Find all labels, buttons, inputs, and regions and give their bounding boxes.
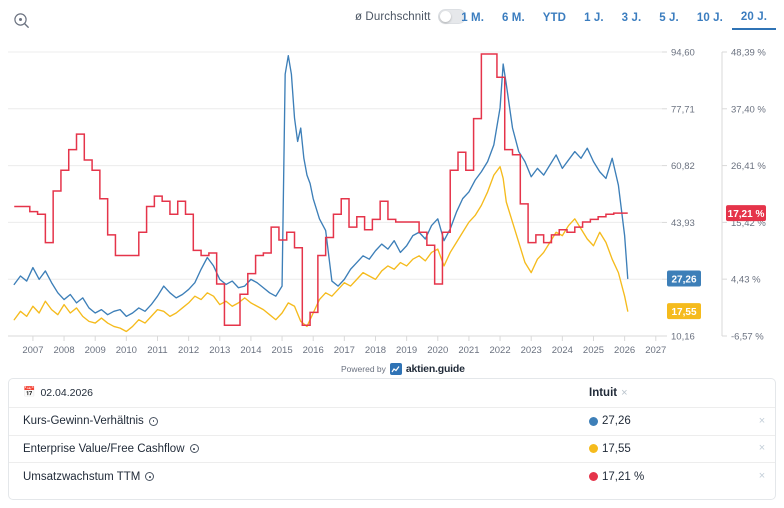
average-toggle-group[interactable]: ø Durchschnitt [355,9,466,24]
series-path-umsatzwachstum-ttm [14,53,628,327]
watermark-brand: aktien.guide [405,363,465,375]
zoom-reset-icon[interactable] [10,9,32,31]
x-axis-tick: 2022 [489,345,510,356]
watermark-powered-by: Powered by [341,364,386,374]
table-body: Kurs-Gewinn-Verhältnis 27,26 × Enterprise V… [9,408,775,491]
right-axis-tick: 15,42 % [731,218,766,229]
x-axis-tick: 2023 [521,345,542,356]
left-axis-tick: 60,82 [671,161,695,172]
aktienguide-logo-icon [389,363,402,375]
ev-fcf-badge-text: 17,55 [671,307,696,318]
series-table: 📅 02.04.2026 Intuit × Kurs-Gewinn-Verhäl… [8,378,776,500]
left-axis-tick: 77,71 [671,104,695,115]
x-axis-tick: 2025 [583,345,604,356]
x-axis-tick: 2007 [22,345,43,356]
table-header-date-cell: 📅 02.04.2026 [23,387,589,399]
metric-value: 17,55 [602,442,631,455]
calendar-icon: 📅 [23,387,36,398]
right-axis-tick: -6,57 % [731,332,764,343]
right-axis-tick: 4,43 % [731,275,761,286]
period-selector: 1 M. 6 M. YTD 1 J. 3 J. 5 J. 10 J. 20 J. [452,8,776,30]
info-icon[interactable] [189,444,199,454]
umsatzwachstum-badge-text: 17,21 % [728,209,765,220]
magnifier-icon [13,12,29,28]
x-axis-tick: 2015 [271,345,292,356]
x-axis-tick: 2013 [209,345,230,356]
ticker-label: Intuit [589,387,618,399]
umsatzwachstum-badge: 17,21 % [726,205,766,222]
series-color-dot [589,472,598,482]
left-axis-tick: 43,93 [671,218,695,229]
metric-value: 17,21 % [602,470,645,483]
right-axis-tick: 48,39 % [731,48,766,59]
info-icon[interactable] [148,416,158,426]
average-toggle-switch[interactable] [437,9,466,24]
metric-value: 27,26 [602,415,631,428]
x-axis-tick: 2010 [116,345,137,356]
kgv-badge: 27,26 [667,270,701,287]
x-axis-tick: 2021 [458,345,479,356]
metric-name-cell: Kurs-Gewinn-Verhältnis [23,415,589,427]
x-axis-tick: 2016 [303,345,324,356]
period-button-1j[interactable]: 1 J. [584,12,604,24]
row-actions: × [749,443,775,454]
x-axis-tick: 2008 [53,345,74,356]
x-axis-tick: 2024 [552,345,573,356]
series-path-enterprise-value-free-cashflow [13,166,629,333]
metric-label: Kurs-Gewinn-Verhältnis [23,415,144,428]
metric-value-cell: 27,26 [589,415,749,427]
series-color-dot [589,444,598,454]
period-button-3j[interactable]: 3 J. [621,12,642,24]
period-button-5j[interactable]: 5 J. [659,12,679,24]
x-axis-tick: 2014 [240,345,261,356]
period-button-6m[interactable]: 6 M. [501,12,525,24]
kgv-badge-text: 27,26 [671,274,696,285]
table-header-row: 📅 02.04.2026 Intuit × [9,379,775,408]
x-axis-tick: 2017 [334,345,355,356]
metric-name-cell: Umsatzwachstum TTM [23,471,589,483]
table-header-ticker-cell: Intuit × [589,387,749,399]
x-axis-tick: 2018 [365,345,386,356]
left-axis-tick: 94,60 [671,48,695,59]
right-axis-tick: 37,40 % [731,104,766,115]
series-color-dot [589,416,598,426]
table-date: 02.04.2026 [40,387,94,399]
period-button-1m[interactable]: 1 M. [461,12,484,24]
average-label: ø Durchschnitt [355,10,431,23]
x-axis-tick: 2026 [614,345,635,356]
x-axis-tick: 2020 [427,345,448,356]
info-icon[interactable] [145,472,155,482]
remove-ticker-icon[interactable]: × [621,386,628,399]
period-button-ytd[interactable]: YTD [542,12,567,24]
metric-value-cell: 17,21 % [589,471,749,483]
left-axis-tick: 10,16 [671,332,695,343]
x-axis-tick: 2027 [645,345,666,356]
row-actions: × [749,471,775,482]
metric-label: Enterprise Value/Free Cashflow [23,442,185,455]
row-actions: × [749,414,775,427]
x-axis-tick: 2011 [147,345,167,356]
right-axis-tick: 26,41 % [731,161,766,172]
remove-series-icon[interactable]: × [758,442,766,455]
period-button-20j[interactable]: 20 J. [731,8,776,30]
series-path-kurs-gewinn-verh-ltnis [13,55,629,318]
table-row: Kurs-Gewinn-Verhältnis 27,26 × [9,408,775,436]
remove-series-icon[interactable]: × [758,470,766,483]
table-row: Enterprise Value/Free Cashflow 17,55 × [9,436,775,463]
watermark: Powered by aktien.guide [341,363,465,375]
metric-name-cell: Enterprise Value/Free Cashflow [23,443,589,455]
table-row: Umsatzwachstum TTM 17,21 % × [9,463,775,491]
chart-toolbar: ø Durchschnitt 1 M. 6 M. YTD 1 J. 3 J. 5 J. 10… [0,0,784,38]
toggle-knob [439,11,451,22]
metric-label: Umsatzwachstum TTM [23,470,141,483]
period-button-10j[interactable]: 10 J. [696,12,723,24]
remove-series-icon[interactable]: × [758,414,766,427]
x-axis-tick: 2009 [85,345,106,356]
x-axis-tick: 2012 [178,345,199,356]
ev-fcf-badge: 17,55 [667,303,701,320]
metric-value-cell: 17,55 [589,443,749,455]
x-axis-tick: 2019 [396,345,417,356]
